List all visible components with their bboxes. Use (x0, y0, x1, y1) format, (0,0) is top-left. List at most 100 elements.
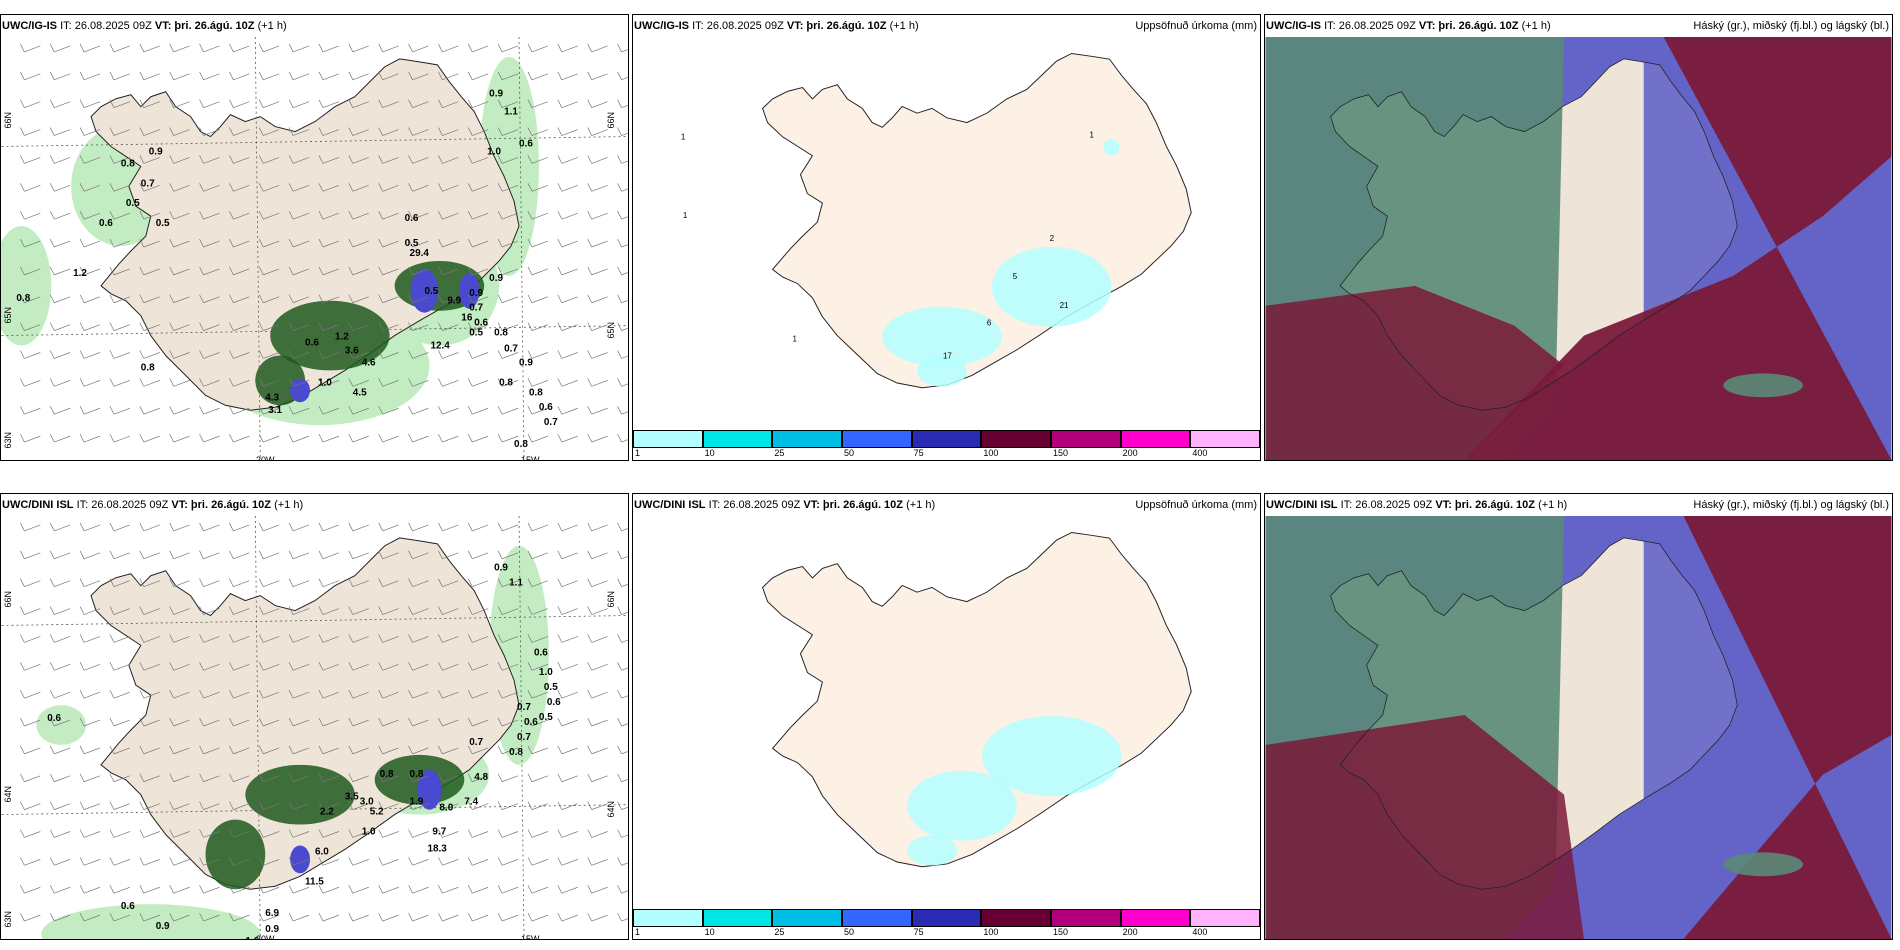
precip-value-label: 1.1 (509, 578, 523, 589)
precip-value-label: 0.5 (126, 198, 140, 209)
precip-value-label: 0.5 (405, 238, 419, 249)
colorbar-tick: 100 (983, 448, 999, 458)
precip-value-label: 0.6 (305, 338, 319, 349)
panel-header: UWC/IG-IS IT: 26.08.2025 09Z VT: þri. 26… (1, 15, 628, 37)
precip-value-label: 0.7 (469, 737, 483, 748)
axis-label: 64N (606, 801, 616, 818)
precip-value-label: 0.7 (517, 702, 531, 713)
panel-header: UWC/DINI ISL IT: 26.08.2025 09Z VT: þri.… (1265, 494, 1892, 516)
init-time: IT: 26.08.2025 09Z (60, 20, 152, 32)
precip-value-label: 0.9 (489, 273, 503, 284)
precip-value-label: 17 (943, 352, 952, 361)
colorbar-swatch (1190, 909, 1260, 927)
model-name: UWC/DINI ISL (634, 499, 706, 511)
panel-header: UWC/DINI ISL IT: 26.08.2025 09Z VT: þri.… (1, 494, 628, 516)
valid-time-label: VT: (171, 499, 188, 511)
init-time: IT: 26.08.2025 09Z (76, 499, 169, 511)
precip-value-label: 0.7 (517, 732, 531, 743)
precip-value-label: 0.6 (547, 697, 561, 708)
axis-label: 66N (606, 112, 616, 129)
precip-value-label: 1.0 (318, 377, 332, 388)
colorbar: 1 10 25 50 75 100 150 200 400 (633, 430, 1260, 460)
precip-value-label: 1.1 (504, 107, 518, 118)
field-title: Háský (gr.), miðský (fj.bl.) og lágský (… (1693, 499, 1889, 511)
lead-time: (+1 h) (889, 20, 919, 32)
init-time: IT: 26.08.2025 09Z (692, 20, 784, 32)
precip-value-label: 1.0 (487, 146, 501, 157)
axis-label: 63N (3, 432, 13, 449)
colorbar-swatch (981, 909, 1051, 927)
cloud-map (1265, 37, 1892, 460)
colorbar-tick: 10 (704, 448, 715, 458)
precip-value-label: 8.0 (439, 803, 453, 814)
precip-value-label: 1.0 (539, 667, 553, 678)
precip-value-label: 1 (1090, 130, 1095, 139)
precip-value-label: 0.8 (410, 769, 424, 780)
precip-value-label: 0.8 (499, 377, 513, 388)
precip-value-label: 2.2 (320, 807, 334, 818)
precip-value-label: 0.8 (514, 439, 528, 450)
precip-value-label: 9.9 (447, 296, 461, 307)
precip-map: 1 1 1 2 5 6 17 21 1 (681, 52, 1192, 389)
precip-value-label: 1.9 (410, 797, 424, 808)
precip-value-label: 3.1 (268, 405, 282, 416)
precip-value-label: 0.8 (509, 747, 523, 758)
colorbar-tick: 10 (704, 927, 715, 937)
field-title: Uppsöfnuð úrkoma (mm) (1135, 499, 1257, 511)
valid-time: þri. 26.ágú. 10Z (806, 20, 887, 32)
precip-value-label: 2 (1050, 234, 1055, 243)
colorbar-swatch (911, 909, 982, 927)
valid-time: þri. 26.ágú. 10Z (1438, 20, 1519, 32)
precip-value-label: 5 (1013, 272, 1018, 281)
precip-value-label: 5.2 (370, 807, 384, 818)
precip-map: 1112133311532 (762, 531, 1192, 868)
axis-label: 66N (3, 112, 13, 129)
colorbar: 1 10 25 50 75 100 150 200 400 (633, 909, 1260, 939)
colorbar-tick: 75 (913, 927, 924, 937)
colorbar-swatch (1051, 909, 1121, 927)
precip-value-label: 0.8 (529, 387, 543, 398)
colorbar-swatch (772, 430, 842, 448)
valid-time: þri. 26.ágú. 10Z (190, 499, 272, 511)
colorbar-tick: 150 (1053, 448, 1069, 458)
precip-value-label: 1 (792, 335, 797, 344)
colorbar-swatch (702, 909, 773, 927)
colorbar-tick: 50 (844, 448, 855, 458)
precip-value-label: 3.5 (345, 792, 359, 803)
axis-label: 64N (3, 786, 13, 803)
axis-label: 65N (3, 307, 13, 324)
model-name: UWC/DINI ISL (2, 499, 74, 511)
panel-precip-igis: UWC/IG-IS IT: 26.08.2025 09Z VT: þri. 26… (632, 14, 1261, 461)
valid-time: þri. 26.ágú. 10Z (1454, 499, 1536, 511)
colorbar-swatch (1120, 430, 1191, 448)
valid-time-label: VT: (154, 20, 172, 32)
colorbar-tick: 75 (913, 448, 924, 458)
precip-value-label: 3.0 (360, 797, 374, 808)
model-name: UWC/IG-IS (1266, 20, 1321, 32)
colorbar-swatch (633, 909, 703, 927)
precip-value-label: 0.9 (469, 288, 483, 299)
precip-value-label: 0.6 (405, 213, 419, 224)
precip-value-label: 0.8 (121, 158, 135, 169)
precip-value-label: 1.2 (73, 268, 87, 279)
colorbar-swatch (842, 909, 912, 927)
precip-value-label: 0.9 (494, 563, 508, 574)
precip-value-label: 0.5 (469, 328, 483, 339)
lead-time: (+1 h) (1521, 20, 1551, 32)
precip-value-label: 21 (1060, 301, 1069, 310)
axis-label: 15W (521, 934, 540, 940)
colorbar-swatch (772, 909, 842, 927)
colorbar-tick: 200 (1122, 448, 1138, 458)
panel-header: UWC/IG-IS IT: 26.08.2025 09Z VT: þri. 26… (633, 15, 1260, 37)
cloud-map (1265, 516, 1892, 939)
precip-value-label: 0.7 (544, 417, 558, 428)
colorbar-tick: 200 (1122, 927, 1138, 937)
precip-value-label: 0.5 (424, 286, 438, 297)
precip-value-label: 6 (987, 319, 992, 328)
precip-value-label: 4.6 (362, 357, 376, 368)
precip-value-label: 0.8 (380, 769, 394, 780)
panel-wind-igis: UWC/IG-IS IT: 26.08.2025 09Z VT: þri. 26… (0, 14, 629, 461)
precip-value-label: 0.6 (121, 901, 135, 912)
precip-value-label: 0.6 (524, 717, 538, 728)
panel-precip-dini: UWC/DINI ISL IT: 26.08.2025 09Z VT: þri.… (632, 493, 1261, 940)
